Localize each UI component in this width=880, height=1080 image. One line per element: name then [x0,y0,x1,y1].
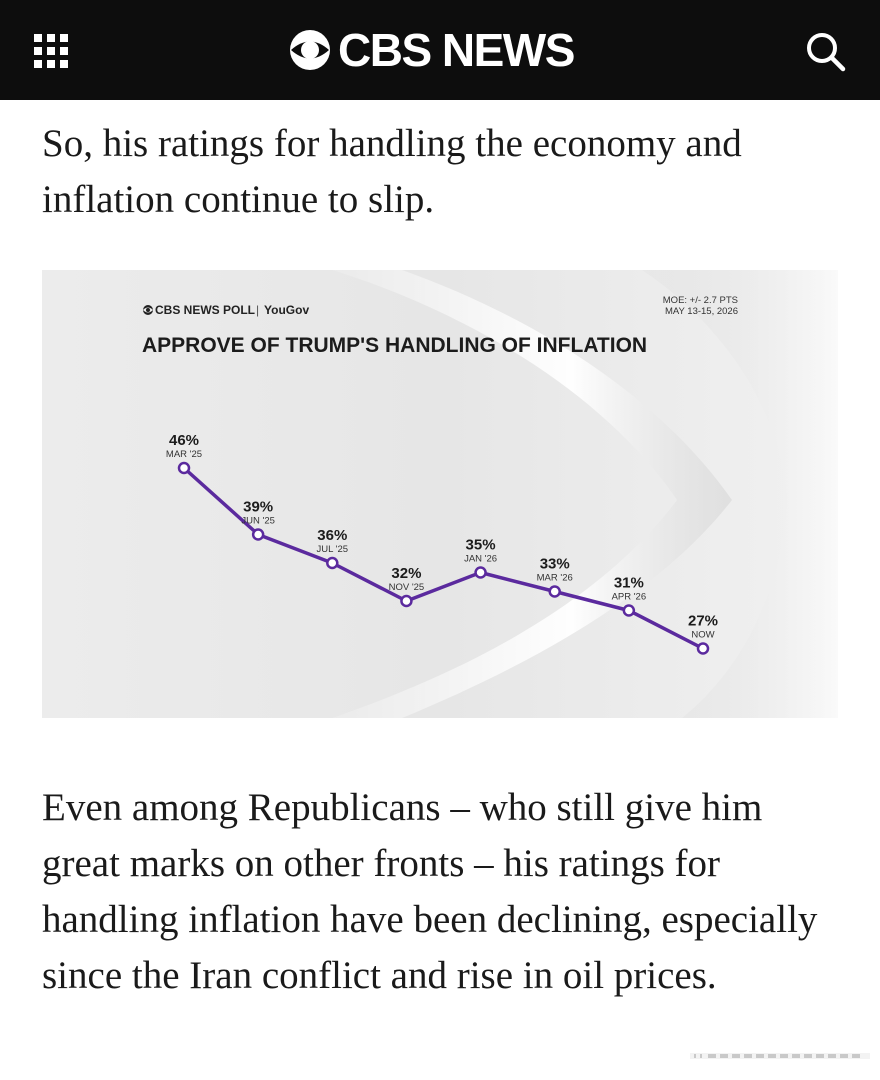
x-tick-label: JUL '25 [317,544,349,555]
x-tick-label: JAN '26 [464,554,497,565]
inflation-approval-chart: CBS NEWS POLL | YouGov MOE: +/- 2.7 PTS … [42,270,838,718]
article-paragraph: So, his ratings for handling the economy… [42,122,742,221]
brand-name: CBS NEWS [338,24,575,76]
x-tick-label: NOV '25 [389,582,425,593]
top-nav-bar: CBS NEWS [0,0,880,100]
grid-menu-icon[interactable] [34,34,68,68]
data-label: 27% [688,613,718,630]
search-icon[interactable] [804,30,846,72]
series-line [182,466,704,651]
data-label: 46% [169,432,199,449]
data-point [177,461,191,475]
data-point [622,604,636,617]
cbs-eye-icon [290,30,330,70]
data-point [251,528,265,541]
poll-dates: MAY 13-15, 2026 [665,306,738,317]
separator: | [256,303,259,317]
data-point [400,594,413,608]
scroll-indicator [690,1053,870,1059]
margin-of-error: MOE: +/- 2.7 PTS [663,295,738,306]
data-label: 36% [317,527,347,544]
poll-graphic: CBS NEWS POLL | YouGov MOE: +/- 2.7 PTS … [42,270,838,718]
x-tick-label: MAR '26 [537,573,573,584]
data-label: 32% [391,565,421,582]
x-tick-label: MAR '25 [166,449,202,460]
poll-source: CBS NEWS POLL [155,303,255,317]
article-paragraph: Even among Republicans – who still give … [42,786,818,997]
chart-title: APPROVE OF TRUMP'S HANDLING OF INFLATION [142,334,647,357]
data-point [474,566,487,579]
data-point [548,585,561,598]
x-tick-label: NOW [691,630,714,641]
x-tick-label: APR '26 [612,592,647,603]
data-point [696,642,710,655]
data-label: 33% [540,556,570,573]
partner-name: YouGov [264,303,309,317]
data-label: 35% [466,537,496,554]
cbs-news-logo[interactable]: CBS NEWS [288,24,575,76]
data-point [326,556,339,570]
data-label: 39% [243,499,273,516]
poll-source-logo [143,305,153,315]
x-tick-label: JUN '25 [241,516,275,527]
decorative-swoosh [332,270,732,718]
data-label: 31% [614,575,644,592]
decorative-swoosh [642,270,838,718]
plot-area: 46%MAR '25 39%JUN '25 36%JUL '25 32%NOV '25… [166,432,718,655]
